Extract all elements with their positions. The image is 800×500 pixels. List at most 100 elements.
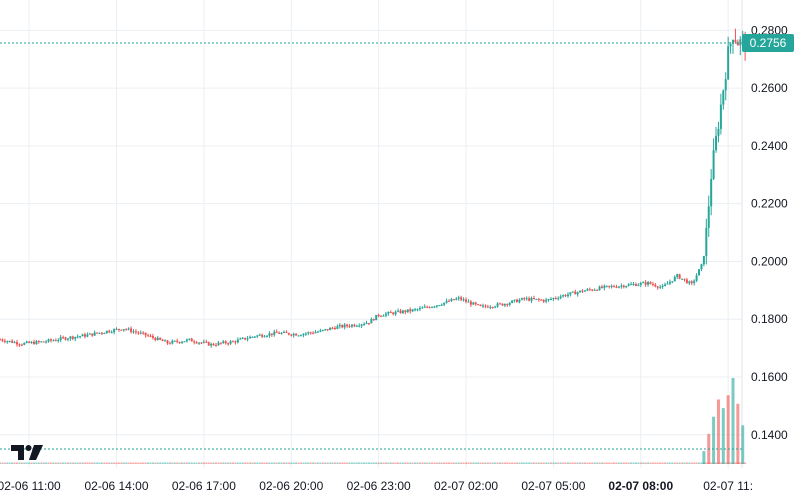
candle-body [6, 341, 9, 343]
volume-bar [712, 416, 716, 464]
volume-bar [156, 462, 159, 464]
candle-body [489, 307, 492, 309]
volume-bar [176, 462, 179, 464]
candle-body [392, 312, 395, 315]
candle-body [443, 302, 446, 305]
candle-body [57, 340, 60, 342]
candle-body [88, 333, 91, 335]
candle-body [265, 335, 268, 337]
candle-body [64, 337, 67, 340]
candle-body [338, 325, 341, 327]
candle-body [66, 338, 69, 340]
volume-bar [309, 462, 312, 464]
candle-body [273, 331, 276, 335]
volume-bar [52, 462, 55, 464]
candle-body [736, 42, 739, 46]
volume-bar [278, 462, 281, 464]
volume-bar [86, 462, 89, 464]
candle-body [399, 310, 402, 314]
volume-bar [59, 462, 62, 464]
candle-body [409, 309, 412, 312]
candle-body [239, 338, 242, 340]
volume-bar [229, 462, 232, 464]
volume-bar [411, 462, 414, 464]
volume-bar [202, 462, 205, 464]
volume-bar [617, 462, 620, 464]
candle-body [438, 305, 441, 307]
volume-bar [290, 462, 293, 464]
volume-bar [166, 462, 169, 464]
candle-body [173, 340, 176, 342]
volume-bar [147, 462, 150, 464]
candle-body [11, 340, 14, 343]
y-tick-label: 0.1600 [751, 370, 788, 384]
candle-body [222, 341, 225, 344]
candle-body [193, 341, 196, 343]
tradingview-logo-icon[interactable] [10, 443, 44, 463]
candle-body [134, 331, 137, 333]
volume-bar [535, 462, 538, 464]
candle-body [457, 297, 460, 299]
candle-body [127, 328, 130, 330]
x-tick-label: 02-06 14:00 [84, 479, 148, 493]
volume-bar [445, 462, 448, 464]
volume-bar [469, 462, 472, 464]
x-tick-label: 02-07 02:00 [434, 479, 498, 493]
candle-body [25, 341, 28, 343]
candle-body [588, 289, 591, 291]
candle-body [375, 314, 378, 321]
volume-bar [200, 462, 203, 464]
volume-bar [579, 462, 582, 464]
candle-body [651, 283, 654, 285]
volume-bar [503, 462, 506, 464]
volume-bar [566, 462, 569, 464]
volume-bar [583, 462, 586, 464]
volume-bar [664, 462, 667, 464]
candle-body [120, 329, 123, 331]
x-tick-label: 02-06 23:00 [347, 479, 411, 493]
volume-bar [314, 462, 317, 464]
candle-body [717, 128, 720, 136]
candle-body [559, 296, 562, 299]
candle-body [49, 339, 52, 341]
volume-bar [341, 462, 344, 464]
volume-bar [28, 462, 31, 464]
candle-body [100, 332, 103, 334]
candle-body [93, 332, 96, 336]
volume-bar [649, 462, 652, 464]
candle-body [501, 303, 504, 306]
volume-bar [511, 462, 514, 464]
volume-bar [433, 462, 436, 464]
candle-body [732, 40, 735, 44]
candle-body [494, 306, 497, 308]
volume-bar [125, 462, 128, 464]
volume-bar [389, 462, 392, 464]
candle-body [35, 341, 38, 345]
candle-body [232, 341, 235, 343]
volume-bar [287, 462, 290, 464]
volume-bar [336, 462, 339, 464]
volume-bar [321, 462, 324, 464]
volume-bar [110, 462, 113, 464]
candle-body [54, 340, 57, 342]
candle-body [275, 331, 278, 333]
volume-bar [181, 462, 184, 464]
volume-bar [581, 462, 584, 464]
candle-body [600, 286, 603, 288]
candle-body [380, 315, 383, 317]
volume-bar [736, 403, 740, 464]
volume-bar [120, 462, 123, 464]
volume-bar [605, 462, 608, 464]
candle-body [695, 275, 698, 281]
candle-body [712, 150, 715, 179]
volume-bar [615, 462, 618, 464]
candle-body [382, 315, 385, 317]
candle-body [491, 307, 494, 309]
candle-body [316, 331, 319, 333]
volume-bar [1, 462, 4, 464]
volume-bar [702, 451, 706, 464]
volume-bar [217, 462, 220, 464]
candle-body [229, 341, 232, 344]
candle-body [299, 335, 302, 337]
